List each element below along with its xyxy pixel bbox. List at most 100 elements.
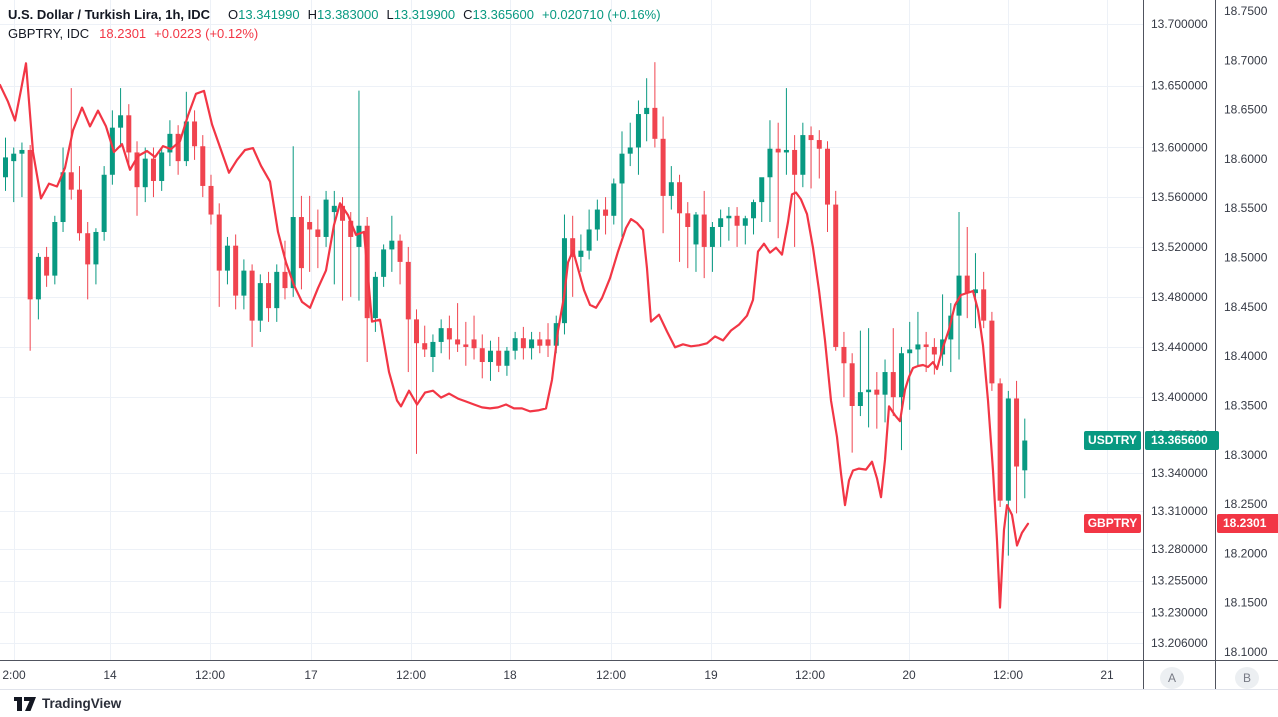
candle-down [775, 148, 781, 153]
candle-up [257, 283, 263, 321]
candle-down [315, 229, 321, 237]
candle-up [381, 249, 387, 277]
candle-up [627, 147, 633, 154]
price-tick-label: 13.480000 [1151, 290, 1208, 304]
time-tick-label: 20 [902, 668, 916, 682]
candle-up [438, 328, 444, 342]
low-label: L [386, 7, 394, 22]
candle-up [561, 238, 567, 324]
time-tick-label: 2:00 [2, 668, 26, 682]
price-tick-label: 18.3500 [1224, 398, 1268, 412]
candle-up [11, 153, 17, 162]
candle-up [898, 353, 904, 398]
candle-down [825, 148, 830, 205]
time-tick-label: 12:00 [795, 668, 825, 682]
candle-down [76, 189, 82, 234]
legend-series-gbptry[interactable]: GBPTRY, IDC 18.2301 +0.0223 (+0.12%) [8, 24, 661, 43]
axis-borders [0, 0, 1278, 690]
candle-up [578, 250, 584, 257]
candle-up [167, 133, 173, 153]
brand-name: TradingView [42, 696, 122, 711]
candle-down [150, 158, 156, 181]
axis-b-button[interactable]: B [1235, 667, 1259, 689]
candle-up [586, 229, 592, 251]
price-tick-label: 13.310000 [1151, 504, 1208, 518]
usdtry-candles [3, 62, 1028, 556]
grid-lines [0, 0, 1143, 660]
candle-down [216, 214, 222, 271]
candle-down [463, 344, 469, 347]
time-tick-label: 17 [304, 668, 318, 682]
candle-up [972, 289, 978, 294]
candle-up [1005, 398, 1011, 501]
candle-up [290, 217, 296, 289]
price-tick-label: 18.6500 [1224, 103, 1268, 117]
close-label: C [463, 7, 473, 22]
candle-up [274, 271, 280, 309]
price-tick-label: 18.7000 [1224, 53, 1268, 67]
candle-up [52, 222, 58, 276]
change-value: +0.0223 (+0.12%) [154, 26, 259, 41]
candle-down [134, 152, 140, 188]
open-label: O [228, 7, 239, 22]
time-tick-label: 12:00 [195, 668, 225, 682]
candle-up [915, 344, 921, 350]
price-chart[interactable]: 13.700000 13.650000 13.600000 13.560000 13.5… [0, 0, 1278, 690]
usdtry-last-price-badge: 13.365600 [1145, 431, 1219, 450]
axis-a-button[interactable]: A [1160, 667, 1184, 689]
candle-down [545, 339, 551, 346]
candle-up [726, 215, 732, 219]
candle-down [446, 328, 452, 340]
price-tick-label: 18.6000 [1224, 152, 1268, 166]
price-tick-label: 18.4000 [1224, 349, 1268, 363]
candle-up [767, 148, 773, 178]
candle-down [603, 209, 609, 216]
candle-up [783, 149, 789, 153]
last-value: 18.2301 [99, 26, 147, 41]
price-tick-label: 18.2500 [1224, 497, 1268, 511]
candle-down [126, 115, 132, 153]
candle-down [734, 215, 740, 226]
candle-down [652, 107, 658, 139]
price-tick-label: 18.4500 [1224, 300, 1268, 314]
candle-up [751, 202, 757, 219]
candle-down [931, 346, 937, 355]
candle-up [323, 199, 329, 237]
candle-up [759, 177, 765, 203]
candle-up [529, 339, 535, 349]
candle-up [866, 389, 872, 393]
usdtry-price-axis[interactable]: 13.700000 13.650000 13.600000 13.560000 13.5… [1151, 17, 1208, 650]
gbptry-last-price-badge: 18.2301 [1217, 514, 1278, 533]
candle-up [183, 121, 189, 162]
gbptry-line-path [0, 62, 1030, 609]
price-tick-label: 18.1000 [1224, 645, 1268, 659]
candle-down [833, 204, 839, 347]
price-tick-label: 13.520000 [1151, 240, 1208, 254]
candle-down [208, 185, 214, 215]
candle-down [701, 214, 707, 247]
gbptry-price-axis[interactable]: 18.7500 18.7000 18.6500 18.6000 18.5500 18.50… [1224, 4, 1268, 659]
candle-up [35, 256, 41, 300]
candle-down [964, 275, 970, 294]
candle-up [60, 172, 66, 223]
legend-series-usdtry[interactable]: U.S. Dollar / Turkish Lira, 1h, IDC O13.3… [8, 5, 661, 24]
price-tick-label: 13.230000 [1151, 605, 1208, 619]
candle-up [668, 182, 674, 196]
candle-down [520, 338, 526, 349]
candle-up [101, 174, 107, 232]
candle-up [19, 149, 25, 154]
candle-up [430, 341, 436, 357]
candle-up [331, 205, 337, 213]
candle-up [948, 315, 954, 340]
candle-down [923, 344, 929, 347]
candle-down [307, 222, 313, 230]
candle-up [857, 392, 863, 407]
candle-up [93, 231, 99, 265]
time-tick-label: 14 [103, 668, 117, 682]
time-axis[interactable]: 2:00 14 12:00 17 12:00 18 12:00 19 12:00 20 12:00 2… [2, 668, 1114, 682]
high-value: 13.383000 [317, 7, 379, 22]
candle-down [685, 213, 691, 227]
tradingview-logo[interactable]: TradingView [14, 696, 121, 711]
candle-down [200, 146, 206, 186]
price-tick-label: 18.2000 [1224, 546, 1268, 560]
